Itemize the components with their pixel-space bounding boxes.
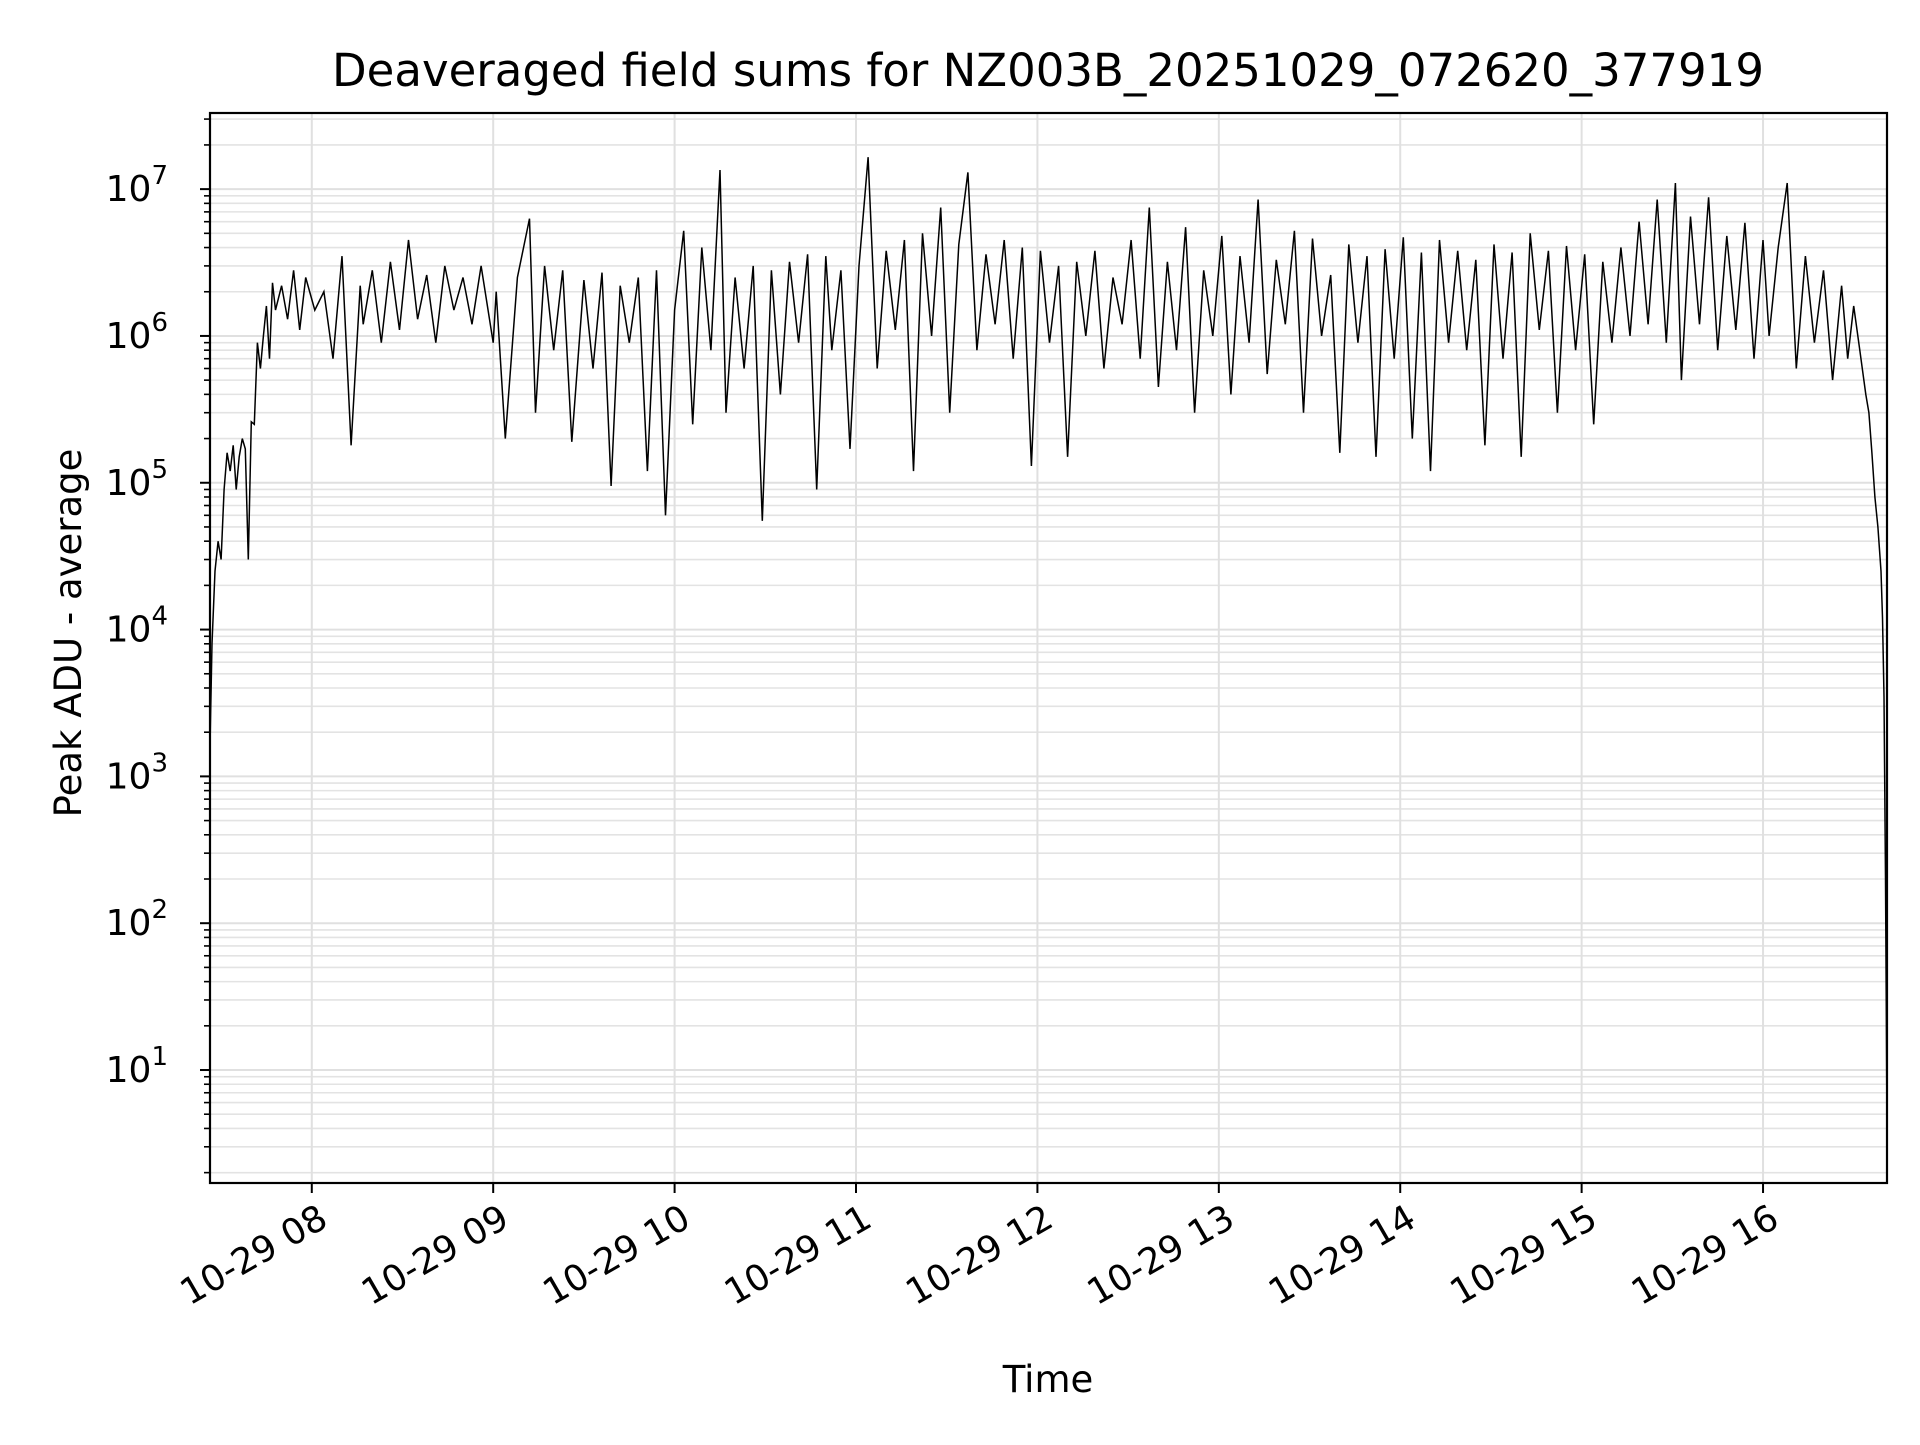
y-axis-label: Peak ADU - average <box>47 449 90 818</box>
series-layer <box>209 157 1888 1129</box>
y-tick-label: 105 <box>106 455 168 504</box>
grid-lines <box>210 113 1887 1183</box>
x-axis-label: Time <box>1002 1358 1094 1401</box>
y-tick-label-exponent: 7 <box>151 161 168 191</box>
y-tick-label: 106 <box>106 308 168 357</box>
y-tick-label-exponent: 1 <box>151 1042 168 1072</box>
y-tick-label-exponent: 2 <box>151 895 168 925</box>
y-tick-label: 101 <box>106 1042 168 1091</box>
y-tick-label-base: 10 <box>106 463 152 504</box>
y-tick-label-base: 10 <box>106 756 152 797</box>
plot-frame <box>208 111 1889 1185</box>
y-tick-label-base: 10 <box>106 316 152 357</box>
y-tick-label-exponent: 3 <box>151 748 168 778</box>
chart-title: Deaveraged field sums for NZ003B_2025102… <box>332 44 1764 97</box>
y-tick-label: 102 <box>106 895 168 944</box>
tick-marks <box>200 118 1765 1193</box>
y-tick-label: 107 <box>106 161 168 210</box>
y-tick-label: 103 <box>106 748 168 797</box>
y-tick-label-base: 10 <box>106 610 152 651</box>
y-tick-label-exponent: 5 <box>151 455 168 485</box>
series-line <box>209 157 1888 1129</box>
y-tick-label: 104 <box>106 602 168 651</box>
y-tick-label-base: 10 <box>106 1050 152 1091</box>
y-tick-label-exponent: 4 <box>151 602 168 632</box>
y-tick-label-exponent: 6 <box>151 308 168 338</box>
y-tick-label-base: 10 <box>106 169 152 210</box>
y-tick-label-base: 10 <box>106 903 152 944</box>
